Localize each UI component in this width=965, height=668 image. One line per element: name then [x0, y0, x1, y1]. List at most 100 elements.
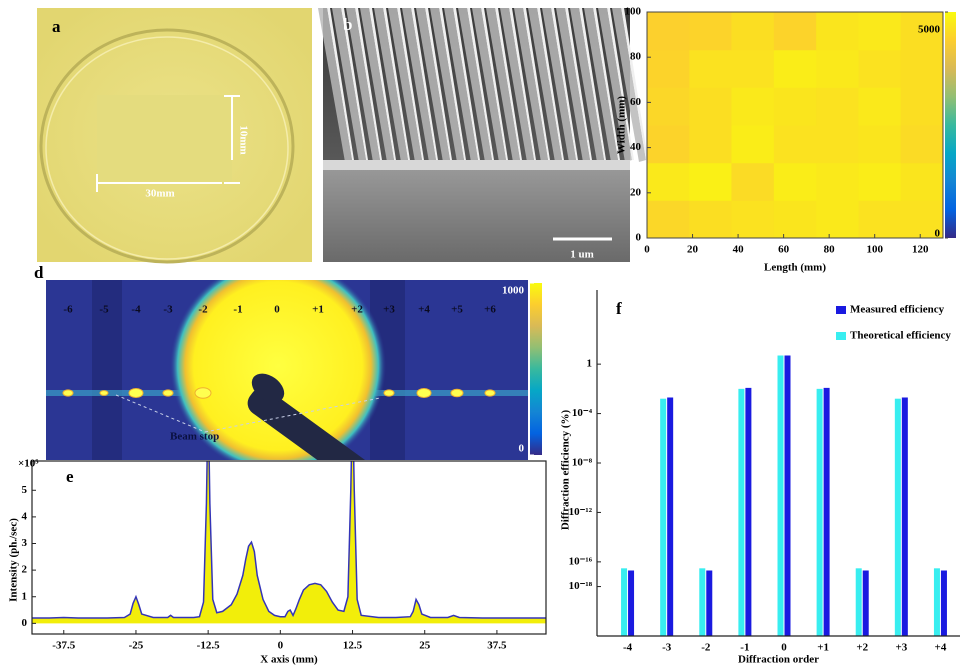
y-tick-label: 40: [630, 141, 642, 153]
order-label: +2: [351, 304, 363, 316]
bar: [863, 570, 869, 636]
y-tick-label: 10⁻⁴: [572, 407, 593, 419]
y-tick-label: 0: [636, 232, 642, 244]
spot: [129, 389, 143, 398]
heatmap-cell: [689, 12, 732, 50]
heatmap-cell: [816, 12, 859, 50]
bar: [706, 570, 712, 636]
heatmap-cell: [731, 12, 774, 50]
y-axis-title: Width (mm): [616, 96, 628, 154]
panel-a: 10mm 30mm a: [37, 8, 312, 262]
y-tick-label: 10⁻¹⁸: [569, 580, 593, 592]
bar: [699, 568, 705, 636]
x-axis-title: X axis (mm): [260, 654, 318, 666]
heatmap-cell: [816, 50, 859, 88]
bar: [785, 356, 791, 636]
order-label: -5: [99, 304, 109, 316]
y-tick-label: 1: [22, 590, 28, 602]
order-label: +6: [484, 304, 496, 316]
heatmap-cell: [731, 87, 774, 125]
x-tick-label: 20: [687, 244, 699, 256]
order-label: -2: [198, 304, 208, 316]
heatmap-cell: [647, 50, 690, 88]
heatmap-cell: [731, 200, 774, 238]
diffraction-image: [46, 258, 528, 506]
colorbar: [945, 12, 956, 238]
x-tick-label: +3: [895, 642, 907, 654]
order-label: -1: [233, 304, 242, 316]
order-label: +4: [418, 304, 430, 316]
x-tick-label: 0: [278, 640, 284, 652]
x-tick-label: 0: [644, 244, 650, 256]
y-tick-label: 3: [22, 537, 28, 549]
dimension-label: 30mm: [145, 188, 174, 200]
y-tick-label: 10⁻¹²: [569, 506, 593, 518]
bar: [824, 388, 830, 636]
scale-bar-label: 1 um: [570, 249, 594, 261]
x-tick-label: 40: [733, 244, 745, 256]
spot: [417, 389, 431, 398]
heatmap-cell: [647, 163, 690, 201]
x-tick-label: 12.5: [343, 640, 363, 652]
x-axis-title: Diffraction order: [738, 654, 819, 666]
bar: [856, 568, 862, 636]
x-tick-label: 25: [419, 640, 431, 652]
y-multiplier: ×10⁵: [18, 458, 39, 470]
bar: [667, 397, 673, 636]
order-label: +1: [312, 304, 324, 316]
heatmap-cell: [689, 50, 732, 88]
heatmap-cell: [647, 12, 690, 50]
heatmap-cell: [774, 50, 817, 88]
heatmap-cell: [901, 125, 944, 163]
heatmap-cell: [859, 200, 902, 238]
y-tick-label: 100: [625, 6, 642, 18]
heatmap-cell: [689, 125, 732, 163]
heatmap-cell: [689, 163, 732, 201]
x-tick-label: 37.5: [487, 640, 507, 652]
colorbar-label: 1000: [502, 285, 525, 297]
panel-label: a: [52, 17, 61, 36]
heatmap-cell: [816, 200, 859, 238]
grating-area: [97, 95, 232, 183]
bar: [895, 399, 901, 636]
order-label: -3: [163, 304, 173, 316]
bar: [902, 397, 908, 636]
y-tick-label: 5: [22, 484, 28, 496]
x-tick-label: 0: [781, 642, 787, 654]
y-tick-label: 20: [630, 186, 642, 198]
bar: [934, 568, 940, 636]
order-label: +5: [451, 304, 463, 316]
heatmap-cell: [816, 125, 859, 163]
legend-label: Theoretical efficiency: [850, 330, 951, 342]
spot: [63, 390, 73, 396]
heatmap-cell: [774, 200, 817, 238]
bar: [738, 389, 744, 636]
x-tick-label: 80: [824, 244, 836, 256]
colorbar-label: 5000: [918, 24, 941, 36]
y-tick-label: 10⁻⁸: [572, 457, 593, 469]
x-tick-label: 100: [866, 244, 883, 256]
panel-d: d Beam stop: [34, 258, 528, 506]
y-tick-label: 60: [630, 96, 642, 108]
spot: [195, 388, 211, 398]
substrate-edge: [323, 160, 630, 170]
legend-label: Measured efficiency: [850, 304, 945, 316]
order-label: 0: [274, 304, 280, 316]
colorbar: [530, 283, 542, 455]
panel-label: e: [66, 467, 74, 486]
figure: 10mm 30mm a 1 um b d Beam stop c e f 020…: [0, 0, 965, 668]
bar: [817, 389, 823, 636]
x-tick-label: -2: [701, 642, 711, 654]
x-tick-label: +4: [935, 642, 947, 654]
heatmap-cell: [774, 87, 817, 125]
colorbar-label: 0: [519, 443, 525, 455]
heatmap-cell: [859, 163, 902, 201]
x-tick-label: -12.5: [197, 640, 220, 652]
heatmap-cell: [647, 87, 690, 125]
x-tick-label: 120: [912, 244, 929, 256]
annotation: Beam stop: [170, 431, 219, 443]
bar: [941, 570, 947, 636]
heatmap-cell: [859, 50, 902, 88]
bar: [621, 568, 627, 636]
heatmap-cell: [774, 163, 817, 201]
